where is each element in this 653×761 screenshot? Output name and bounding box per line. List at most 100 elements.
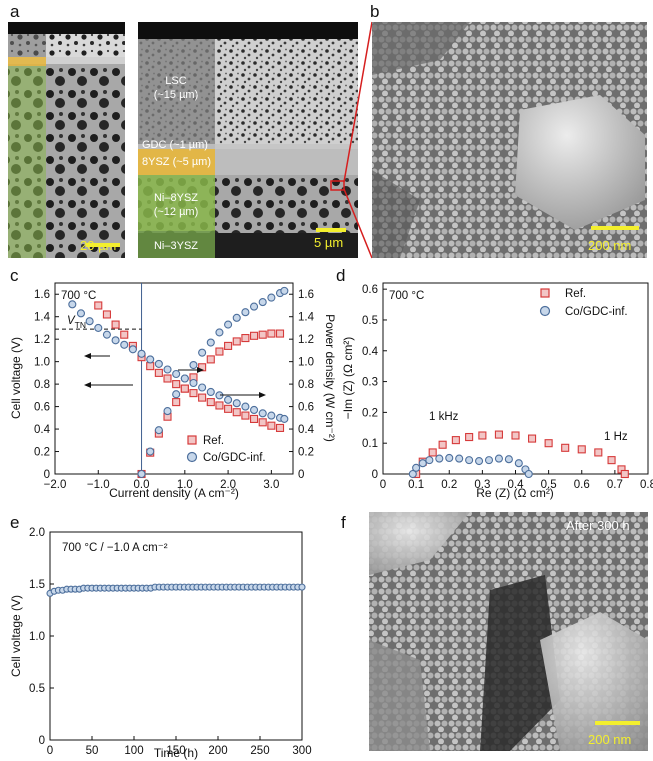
ylabel-e: Cell voltage (V) (9, 595, 23, 677)
legend-marker-ref-d (540, 288, 550, 298)
panel-label-d: d (336, 266, 345, 285)
point-d (455, 454, 464, 463)
chart-c: −2.0 −1.0 0.0 1.0 2.0 3.0 0 0.2 0.4 0.6 0.8 1.0 1.2 1… (9, 282, 337, 500)
point-d (475, 457, 484, 466)
panel-label-a: a (10, 2, 20, 21)
point-c (224, 320, 233, 329)
x-tick-label-e: 150 (166, 745, 185, 757)
scalebar-right (316, 228, 346, 232)
crystal-facet (515, 95, 645, 230)
point-d (511, 431, 520, 440)
annotation-c: 700 °C (61, 290, 96, 302)
point-c (68, 300, 77, 309)
legend-label-co-d: Co/GDC-inf. (565, 306, 628, 318)
plot-frame-c (54, 282, 294, 475)
ni-3ysz-layer (138, 231, 215, 258)
point-c (280, 414, 289, 423)
scalebar-label-f: 200 nm (588, 732, 631, 747)
point-c (215, 328, 224, 337)
point-c (275, 329, 285, 338)
y2-tick-label-c: 0.6 (298, 402, 314, 414)
legend-label-ref-d: Ref. (565, 288, 586, 300)
scalebar-label-left: 20 µm (80, 238, 116, 253)
y-tick-label-c: 0.4 (34, 424, 51, 436)
point-c (250, 302, 259, 311)
point-c (111, 336, 120, 345)
layer-label-ni-8ysz-thickness: (~12 µm) (154, 206, 199, 218)
ysz-layer (138, 149, 215, 175)
point-c (258, 330, 267, 339)
layer-label-gdc: GDC (~1 µm) (142, 139, 208, 151)
sem-cross-section-right: 5 µm LSC (~15 µm) GDC (~1 µm) 8YSZ (~5 µ… (138, 22, 358, 258)
panel-label-c: c (10, 266, 19, 285)
panel-label-b: b (370, 2, 379, 21)
point-d (544, 439, 553, 448)
point-e (298, 583, 306, 591)
point-d (577, 445, 586, 454)
sem-cross-section-left: 20 µm (8, 22, 125, 258)
point-c (275, 423, 285, 432)
sem-highmag-b: 200 nm (372, 22, 647, 258)
point-c (267, 293, 276, 302)
x-tick-label-d: 0.3 (474, 479, 490, 491)
point-c (137, 469, 146, 479)
scalebar-left (86, 243, 120, 247)
pore-gap (480, 575, 560, 751)
point-c (232, 408, 241, 417)
zoom-line-bottom (343, 188, 373, 259)
layer-label-lsc-thickness: (~15 µm) (154, 89, 199, 101)
point-d (478, 431, 487, 440)
point-c (120, 340, 129, 349)
ni-overlay-left (8, 66, 46, 258)
point-c (76, 309, 86, 318)
panel-label-f: f (341, 513, 346, 532)
point-c (267, 411, 276, 420)
point-c (120, 330, 129, 339)
point-d (408, 469, 417, 479)
point-c (180, 384, 189, 393)
x-tick-label-d: 0.6 (574, 479, 590, 491)
x-tick-label-e: 300 (292, 745, 311, 757)
point-c (224, 341, 233, 350)
point-c (94, 323, 103, 332)
point-c (172, 390, 181, 399)
chart-d: 0 0.1 0.2 0.3 0.4 0.5 0.6 0.7 0.8 0 0.1 0.2 0.3 0.4 0.… (341, 282, 653, 500)
series-c-2 (68, 300, 289, 423)
layer-label-ni-8ysz: Ni–8YSZ (154, 192, 198, 204)
zoom-line-top (343, 21, 373, 183)
point-d (528, 434, 537, 443)
point-c (241, 411, 250, 420)
y-tick-label-d: 0.5 (362, 315, 378, 327)
gdc-layer (138, 144, 215, 149)
y2-tick-label-c: 1.0 (298, 357, 314, 369)
point-c (189, 378, 198, 388)
x-tick-label-d: 0.4 (508, 479, 525, 491)
annotation-d: 700 °C (389, 290, 424, 302)
x-tick-label-d: 0.5 (541, 479, 557, 491)
point-c (154, 359, 163, 368)
point-d (620, 469, 629, 479)
point-c (189, 389, 198, 398)
y-tick-label-e: 2.0 (29, 527, 45, 539)
series-c-0 (94, 301, 285, 432)
point-d (445, 453, 454, 463)
point-c (241, 402, 250, 411)
xlabel-c: Current density (A cm⁻²) (109, 486, 239, 500)
y2-tick-label-c: 0.4 (298, 424, 315, 436)
layer-label-8ysz: 8YSZ (~5 µm) (142, 156, 211, 168)
point-c (198, 348, 207, 357)
point-d (514, 459, 523, 468)
point-d (412, 463, 421, 472)
point-c (94, 301, 103, 310)
y-tick-label-e: 0.5 (29, 683, 45, 695)
x-tick-label-e: 200 (208, 745, 227, 757)
point-d (438, 440, 447, 449)
scalebar-label-right: 5 µm (314, 235, 343, 250)
point-c (154, 426, 163, 435)
point-c (163, 374, 172, 383)
legend-label-co: Co/GDC-inf. (203, 452, 266, 464)
x-tick-label-c: −1.0 (87, 479, 110, 491)
series-d-1 (408, 453, 533, 479)
point-c (206, 355, 215, 364)
